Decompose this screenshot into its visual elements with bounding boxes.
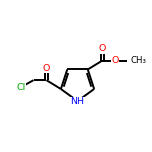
Text: NH: NH <box>71 97 85 106</box>
Text: O: O <box>43 64 50 73</box>
Text: CH₃: CH₃ <box>131 56 147 65</box>
Text: O: O <box>98 44 106 53</box>
Text: Cl: Cl <box>16 83 26 92</box>
Text: O: O <box>111 56 119 65</box>
